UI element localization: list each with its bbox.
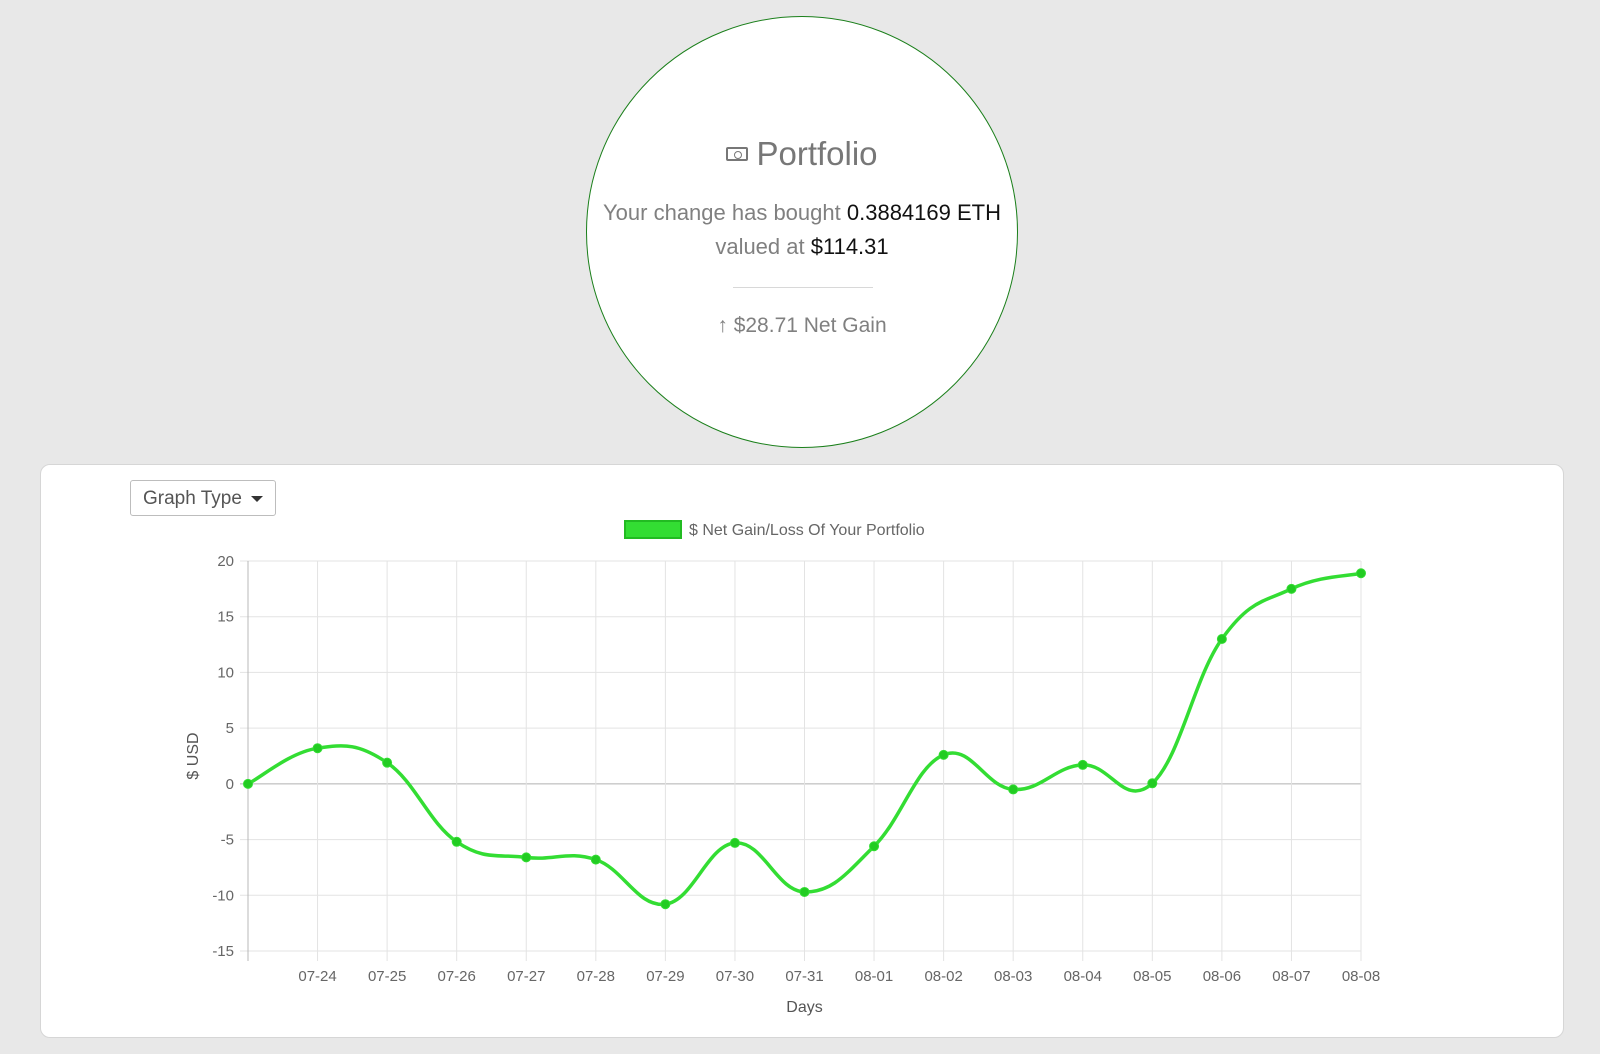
net-gain: ↑ $28.71 Net Gain — [587, 314, 1017, 338]
y-tick-label: 5 — [226, 720, 234, 737]
y-tick-label: -15 — [212, 943, 234, 960]
plot-area — [243, 568, 1366, 910]
net-gain-text: $28.71 Net Gain — [733, 314, 887, 337]
portfolio-summary: Portfolio Your change has bought 0.38841… — [586, 16, 1018, 448]
y-tick-label: 20 — [217, 553, 234, 570]
valued-line: valued at $114.31 — [587, 234, 1017, 260]
graph-type-label: Graph Type — [143, 488, 242, 509]
x-tick-label: 08-08 — [1342, 968, 1380, 985]
bought-prefix: Your change has bought — [603, 200, 841, 225]
x-tick-label: 07-25 — [368, 968, 406, 985]
x-tick-label: 08-03 — [994, 968, 1032, 985]
data-point — [451, 836, 462, 847]
legend-label: $ Net Gain/Loss Of Your Portfolio — [689, 522, 925, 539]
data-point — [1286, 583, 1297, 594]
y-axis-ticks: 20 15 10 5 0 -5 -10 -15 — [212, 553, 234, 960]
x-tick-label: 08-06 — [1203, 968, 1241, 985]
x-tick-label: 07-26 — [438, 968, 476, 985]
chart-card: Graph Type $ Net Gain/Loss Of Your Portf… — [40, 464, 1564, 1038]
portfolio-title-text: Portfolio — [756, 135, 878, 172]
y-tick-label: 10 — [217, 664, 234, 681]
y-tick-label: 0 — [226, 776, 234, 793]
x-tick-label: 08-02 — [924, 968, 962, 985]
valued-value: $114.31 — [810, 234, 889, 259]
data-point — [938, 749, 949, 760]
data-point — [382, 757, 393, 768]
data-point — [1216, 634, 1227, 644]
x-tick-label: 07-27 — [507, 968, 545, 985]
x-tick-label: 08-05 — [1133, 968, 1171, 985]
data-point — [1077, 759, 1088, 770]
x-tick-label: 08-04 — [1064, 968, 1102, 985]
y-tick-label: 15 — [217, 609, 234, 626]
series-line — [247, 571, 1362, 906]
data-point — [590, 854, 601, 865]
data-point — [660, 899, 671, 910]
chart-legend[interactable]: $ Net Gain/Loss Of Your Portfolio — [624, 520, 925, 539]
x-tick-label: 07-24 — [298, 968, 336, 985]
y-tick-label: -5 — [221, 832, 234, 849]
divider — [733, 287, 873, 288]
x-tick-label: 08-01 — [855, 968, 893, 985]
valued-prefix: valued at — [715, 234, 805, 259]
x-tick-label: 07-31 — [785, 968, 823, 985]
graph-type-dropdown[interactable]: Graph Type — [130, 480, 276, 516]
x-tick-label: 07-29 — [646, 968, 684, 985]
x-tick-label: 07-30 — [716, 968, 754, 985]
data-point — [243, 778, 253, 789]
legend-swatch — [624, 520, 682, 539]
data-point — [869, 841, 880, 852]
caret-down-icon — [251, 496, 263, 502]
bought-line: Your change has bought 0.3884169 ETH — [587, 200, 1017, 226]
bought-value: 0.3884169 ETH — [846, 200, 1001, 225]
arrow-up-icon: ↑ — [717, 314, 728, 337]
data-point — [729, 837, 740, 848]
x-axis-ticks: 07-24 07-25 07-26 07-27 07-28 07-29 07-30 07-31… — [298, 968, 1380, 985]
data-point — [521, 852, 532, 863]
data-point — [1356, 568, 1366, 579]
y-axis-title: $ USD — [185, 732, 202, 779]
y-tick-label: -10 — [212, 887, 234, 904]
data-point — [1147, 778, 1158, 789]
data-point — [312, 743, 323, 754]
x-tick-label: 08-07 — [1272, 968, 1310, 985]
money-icon — [726, 147, 749, 161]
x-tick-label: 07-28 — [577, 968, 615, 985]
x-axis-title: Days — [786, 999, 822, 1016]
portfolio-title: Portfolio — [587, 135, 1017, 173]
chart-grid — [240, 560, 1362, 961]
data-point — [799, 886, 810, 897]
data-point — [1008, 784, 1019, 795]
line-chart: $ Net Gain/Loss Of Your Portfolio 20 15 10… — [185, 520, 1380, 1016]
